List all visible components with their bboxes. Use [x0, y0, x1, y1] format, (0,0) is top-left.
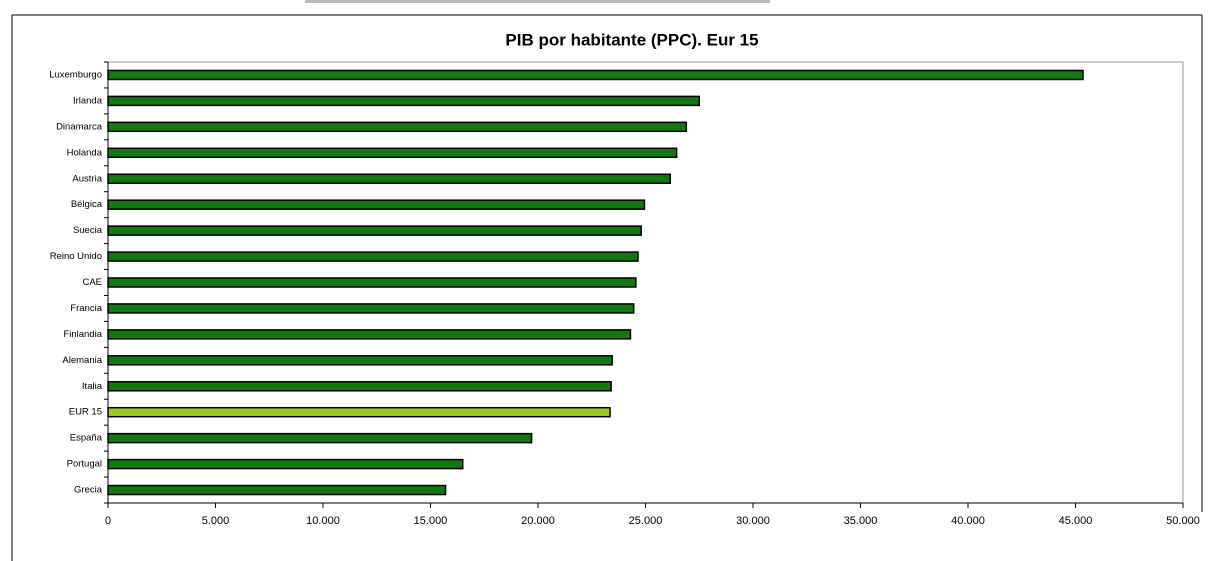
- bar: [107, 251, 639, 262]
- x-tick-label: 10.000: [306, 515, 340, 527]
- bar: [107, 381, 612, 392]
- y-tick-label: Austria: [72, 173, 102, 184]
- x-tick-label: 50.000: [1166, 515, 1200, 527]
- x-tick-label: 30.000: [736, 515, 770, 527]
- x-tick-label: 0: [105, 515, 111, 527]
- x-tick-label: 35.000: [844, 515, 878, 527]
- y-tick-label: Reino Unido: [50, 251, 102, 262]
- x-tick-label: 40.000: [951, 515, 985, 527]
- x-tick-label: 45.000: [1059, 515, 1093, 527]
- bar: [107, 303, 635, 314]
- bar: [107, 484, 447, 496]
- bar: [107, 147, 678, 159]
- bar: [107, 432, 533, 444]
- y-tick-label: CAE: [82, 277, 102, 288]
- bar: [107, 173, 671, 184]
- y-tick-label: Bélgica: [71, 199, 103, 210]
- y-tick-label: Italia: [82, 381, 103, 392]
- bar: [107, 329, 632, 340]
- y-tick-label: Alemania: [62, 355, 102, 366]
- y-tick-label: Portugal: [67, 459, 102, 470]
- y-tick-label: Suecia: [73, 225, 103, 236]
- bar: [107, 95, 700, 107]
- bar: [107, 355, 613, 366]
- x-tick-label: 20.000: [521, 515, 555, 527]
- x-tick-label: 15.000: [414, 515, 448, 527]
- bar: [107, 225, 642, 236]
- x-tick-label: 25.000: [629, 515, 663, 527]
- bar: [107, 458, 464, 470]
- y-tick-label: Francia: [70, 303, 102, 314]
- y-tick-label: España: [70, 433, 103, 444]
- bar: [107, 69, 1084, 81]
- top-strip: [305, 0, 770, 3]
- y-tick-label: Holanda: [67, 147, 103, 158]
- y-tick-label: Finlandia: [63, 329, 102, 340]
- bar: [107, 277, 637, 288]
- y-tick-label: EUR 15: [69, 407, 102, 418]
- bar: [107, 199, 646, 210]
- x-tick-label: 5.000: [202, 515, 230, 527]
- y-tick-label: Luxemburgo: [49, 69, 102, 80]
- y-tick-label: Dinamarca: [56, 121, 103, 132]
- chart-title: PIB por habitante (PPC). Eur 15: [505, 30, 758, 49]
- bar: [107, 406, 611, 418]
- bar: [107, 121, 688, 133]
- y-tick-label: Irlanda: [73, 95, 103, 106]
- y-tick-label: Grecia: [74, 485, 103, 496]
